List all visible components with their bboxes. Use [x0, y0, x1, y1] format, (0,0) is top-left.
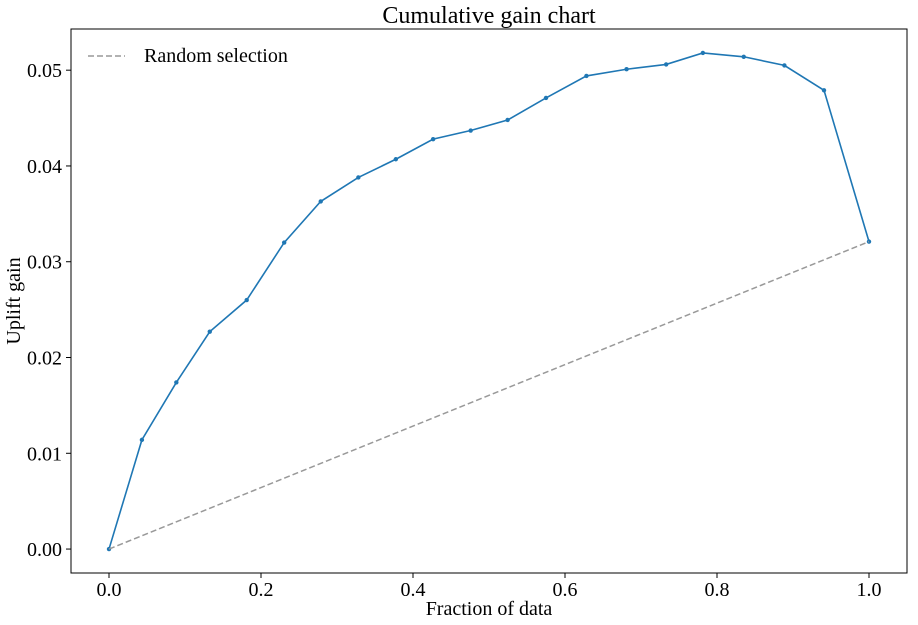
- data-point: [821, 88, 827, 93]
- data-point: [393, 157, 399, 162]
- legend-label: Random selection: [144, 45, 288, 67]
- x-tick-label: 1.0: [857, 579, 882, 601]
- y-tick-label: 0.04: [27, 156, 62, 178]
- data-point: [741, 54, 746, 59]
- data-point: [866, 239, 872, 244]
- y-tick-label: 0.00: [27, 539, 62, 561]
- y-tick-label: 0.03: [27, 252, 62, 274]
- y-tick-label: 0.01: [27, 443, 62, 465]
- data-point: [207, 329, 212, 334]
- y-tick-label: 0.02: [27, 348, 62, 370]
- data-point: [624, 67, 629, 72]
- plot-area: [106, 50, 872, 552]
- data-point: [468, 128, 473, 133]
- series-line-uplift-gain: [108, 52, 870, 550]
- y-axis-label: Uplift gain: [3, 257, 25, 344]
- y-axis: 0.00 0.01 0.02 0.03 0.04 0.05: [27, 60, 71, 561]
- x-axis: 0.0 0.2 0.4 0.6 0.8 1.0: [97, 573, 882, 601]
- x-tick-label: 0.4: [401, 579, 426, 601]
- legend: Random selection: [88, 45, 288, 67]
- data-point: [543, 95, 549, 101]
- x-tick-label: 0.8: [705, 579, 730, 601]
- data-point: [782, 63, 787, 68]
- plot-frame: [70, 28, 908, 574]
- x-axis-label: Fraction of data: [426, 598, 553, 620]
- data-point: [139, 437, 145, 443]
- data-point: [663, 62, 669, 67]
- data-point: [174, 380, 179, 385]
- data-point: [584, 73, 589, 79]
- data-point: [244, 297, 249, 303]
- x-tick-label: 0.0: [97, 579, 122, 601]
- y-tick-label: 0.05: [27, 60, 62, 82]
- chart-title: Cumulative gain chart: [382, 3, 596, 29]
- data-point: [430, 136, 436, 142]
- x-tick-label: 0.6: [553, 579, 578, 601]
- series-line-random-selection: [108, 240, 870, 550]
- data-point: [318, 199, 323, 204]
- data-point: [700, 50, 706, 56]
- data-point: [505, 117, 510, 123]
- x-tick-label: 0.2: [249, 579, 274, 601]
- data-point: [356, 175, 361, 180]
- data-point: [281, 240, 287, 245]
